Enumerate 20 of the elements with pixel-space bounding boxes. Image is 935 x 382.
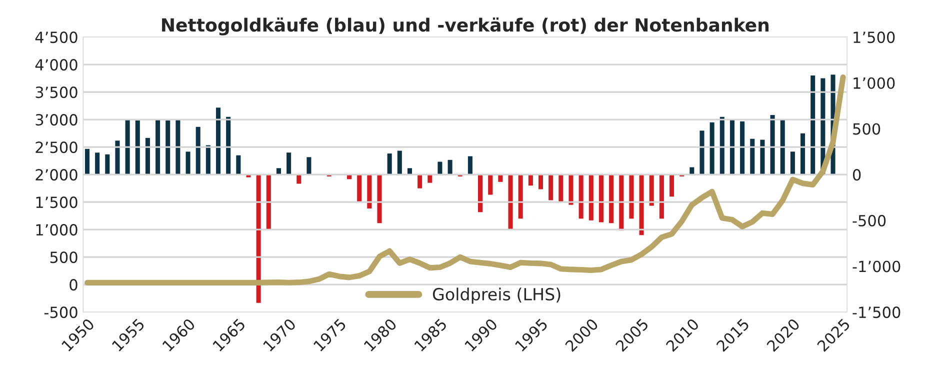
chart-title: Nettogoldkäufe (blau) und -verkäufe (rot) der Notenbanken <box>162 18 769 36</box>
y-tick-label: 2’500 <box>36 142 78 154</box>
y-tick-label: 500 <box>50 252 78 264</box>
y-tick-label: 1’000 <box>36 224 78 236</box>
y2-tick-label: -1’000 <box>852 260 900 272</box>
y-tick-label: 4’500 <box>35 32 78 44</box>
y-tick-label: -500 <box>44 306 78 318</box>
y2-tick-label: 1’500 <box>854 32 895 44</box>
y-tick-label: 2’000 <box>36 169 78 181</box>
legend-label: Goldpreis (LHS) <box>432 288 560 304</box>
y-tick-label: 3’000 <box>36 114 78 126</box>
y2-tick-label: -500 <box>852 214 886 226</box>
y-tick-label: 0 <box>70 279 78 291</box>
y2-tick-label: 1’000 <box>854 77 895 89</box>
y2-tick-label: 500 <box>853 123 880 135</box>
y2-tick-label: 0 <box>852 169 861 181</box>
y-tick-label: 1’500 <box>36 196 78 208</box>
y2-tick-label: -1’500 <box>852 306 900 318</box>
y-tick-label: 3’500 <box>36 86 78 98</box>
y-tick-label: 4’000 <box>35 59 78 71</box>
